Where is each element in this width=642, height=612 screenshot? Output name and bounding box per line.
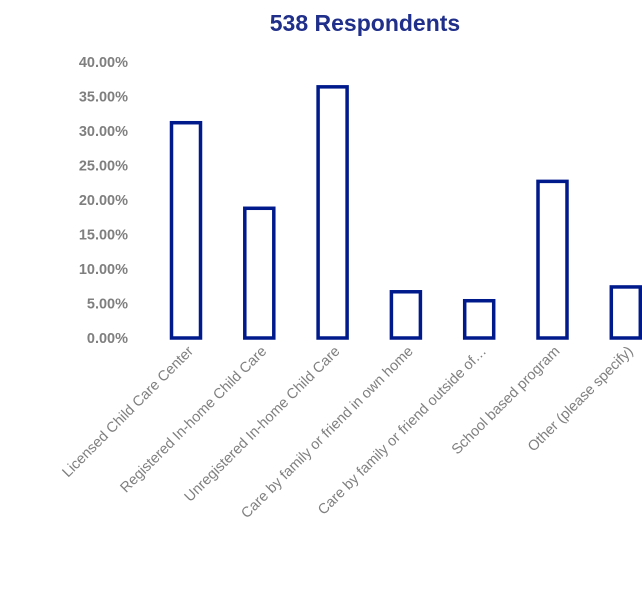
y-tick-label: 25.00% (79, 159, 128, 175)
y-tick-label: 40.00% (79, 55, 128, 71)
y-tick-label: 35.00% (79, 90, 128, 106)
x-tick-label: Registered In-home Child Care (117, 344, 270, 497)
y-tick-label: 20.00% (79, 193, 128, 209)
y-axis: 0.00% 5.00% 10.00% 15.00% 20.00% 25.00% 30.00%… (79, 55, 128, 347)
plot-area (169, 85, 642, 340)
x-tick-label: Unregistered In-home Child Care (182, 344, 344, 506)
chart-title: 538 Respondents (270, 10, 460, 36)
bar (389, 290, 423, 340)
bar (316, 85, 349, 340)
bar (462, 298, 496, 340)
bar (243, 206, 276, 340)
y-tick-label: 30.00% (79, 124, 128, 140)
y-tick-label: 0.00% (87, 331, 128, 347)
bar (609, 285, 642, 340)
y-tick-label: 5.00% (87, 297, 128, 313)
bar (536, 179, 569, 340)
y-tick-label: 15.00% (79, 228, 128, 244)
bar (169, 120, 203, 340)
x-tick-label: Licensed Child Care Center (60, 343, 197, 480)
y-tick-label: 10.00% (79, 262, 128, 278)
